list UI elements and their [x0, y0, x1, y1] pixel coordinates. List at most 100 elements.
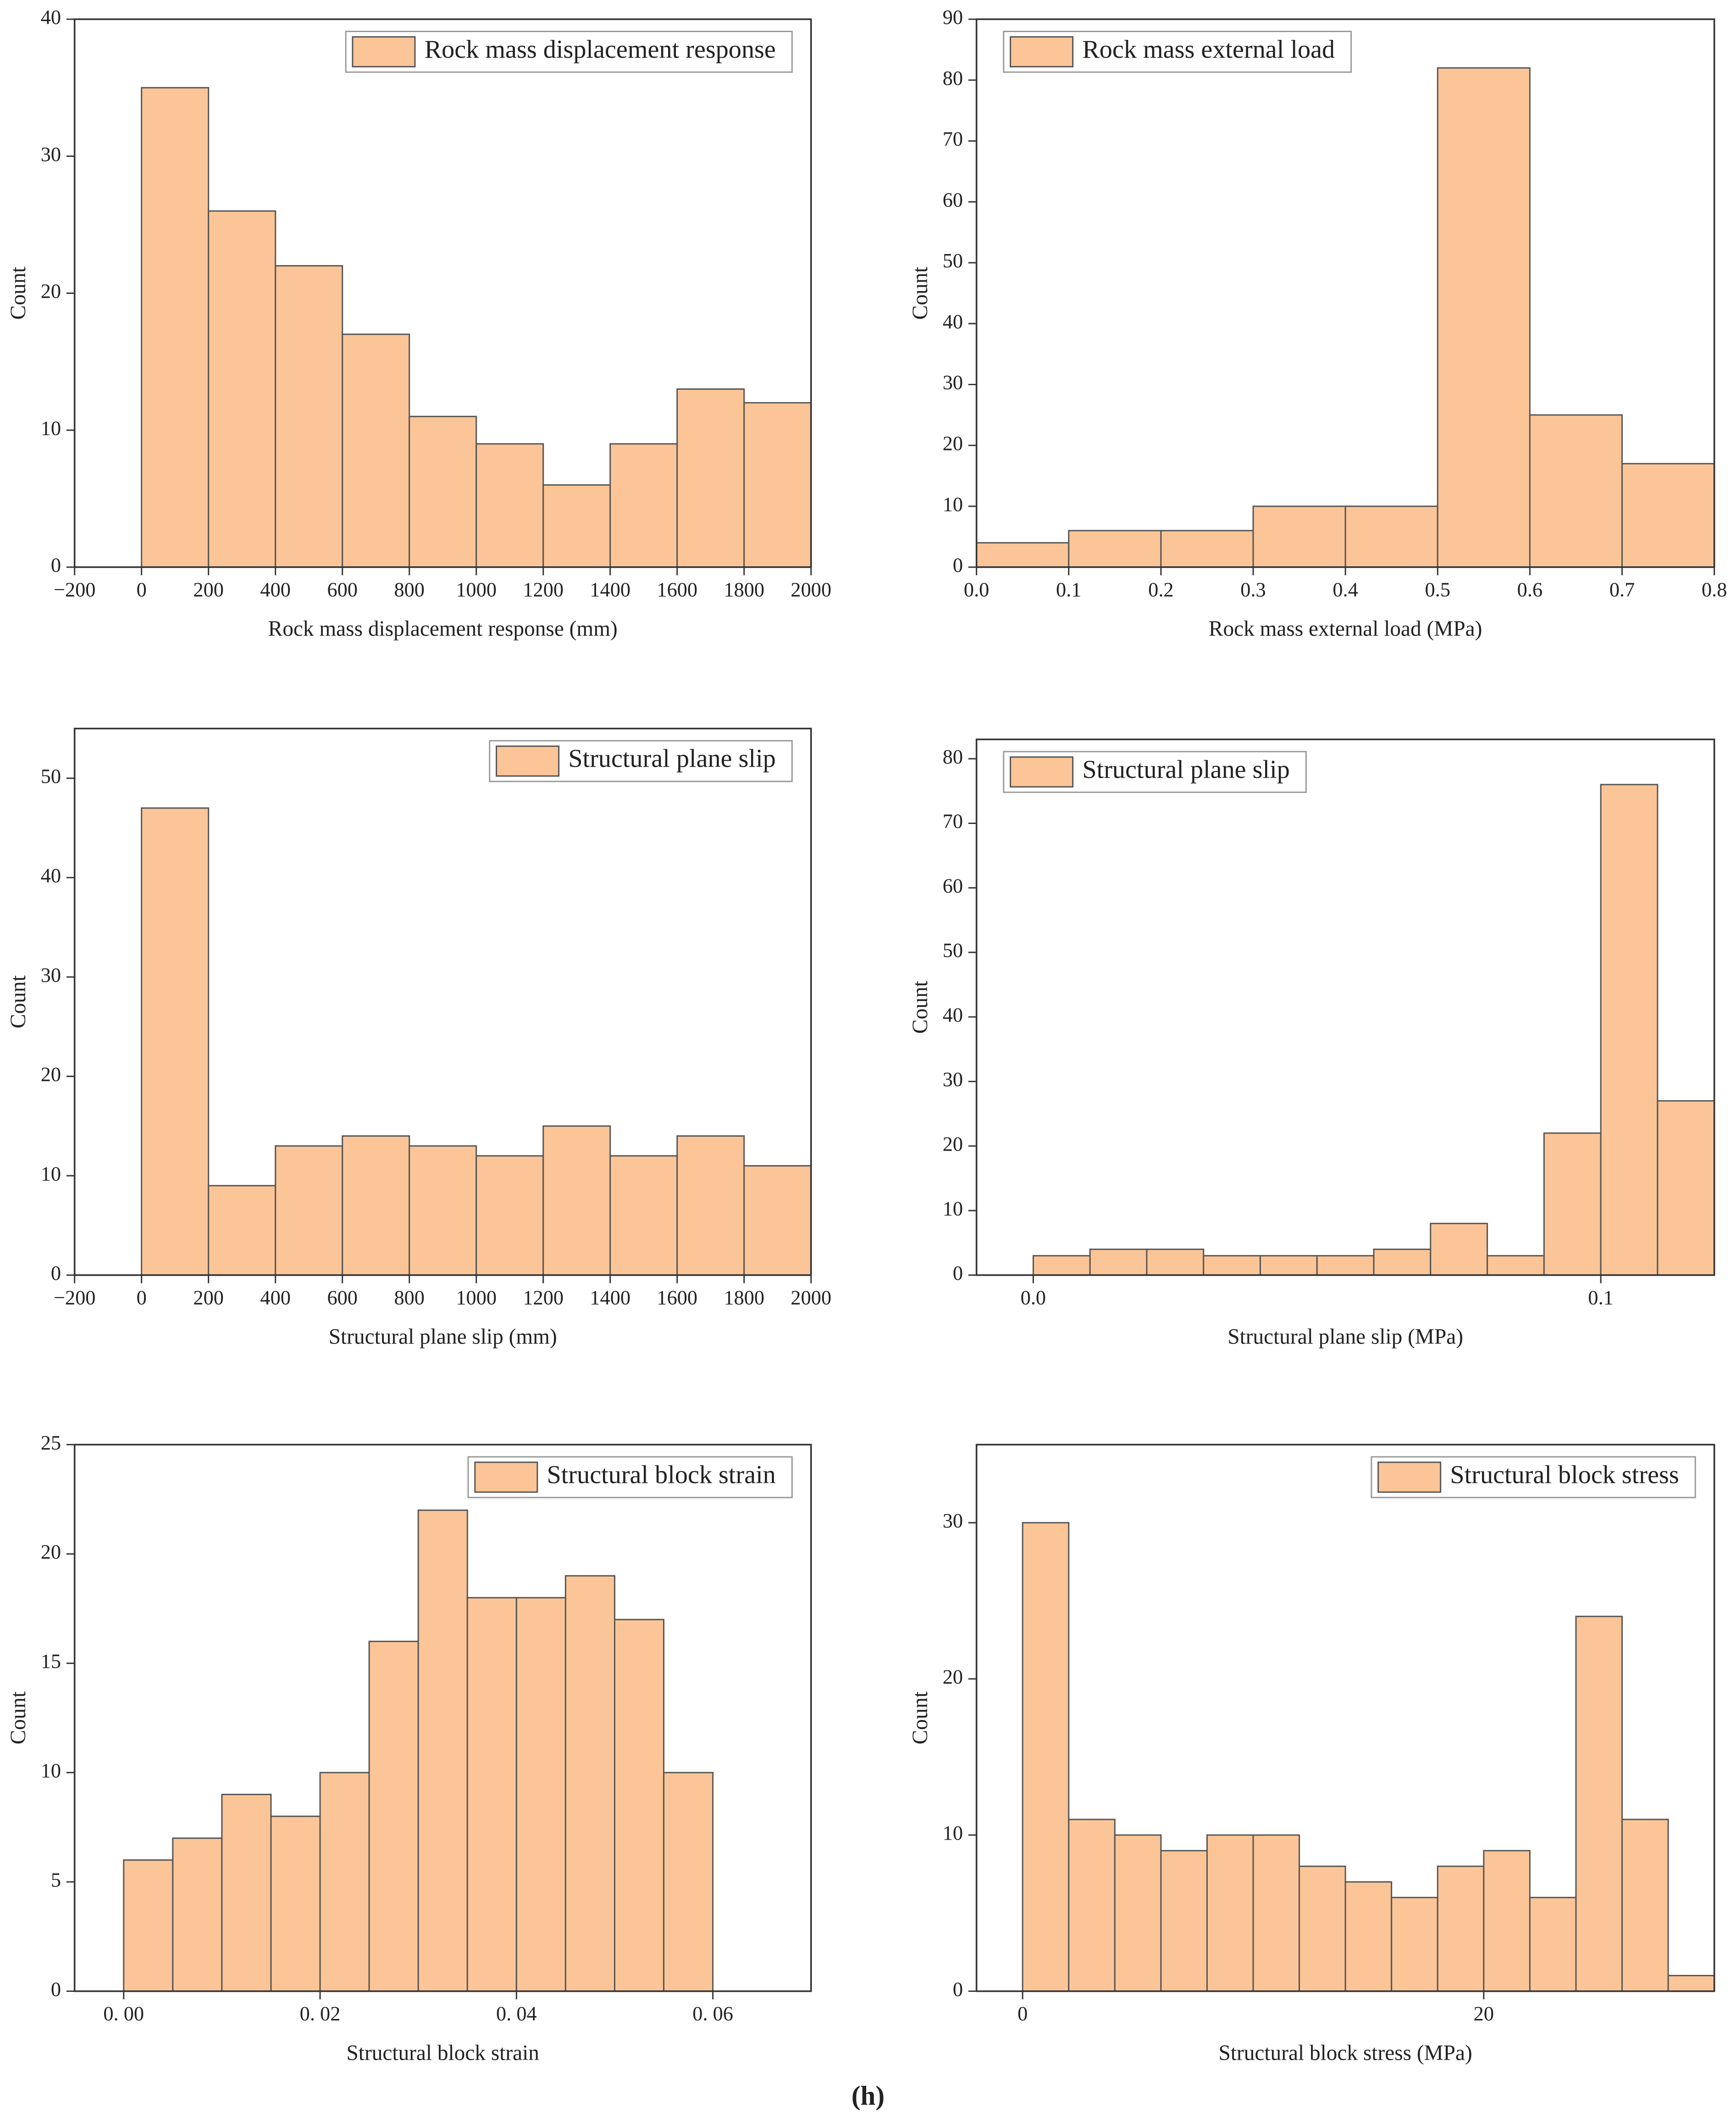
x-tick-label: 0.0 — [964, 578, 989, 601]
x-tick-label: 0. 00 — [103, 2002, 144, 2025]
bar — [319, 1772, 370, 1992]
bar — [1022, 1522, 1070, 1992]
x-tick-label: 0.4 — [1332, 578, 1358, 601]
bar — [141, 87, 210, 568]
legend-label: Structural block strain — [547, 1460, 776, 1489]
bar — [417, 1509, 468, 1992]
x-axis-label: Structural plane slip (mm) — [329, 1325, 557, 1349]
y-tick-label: 40 — [41, 6, 61, 28]
x-tick-label: 0.5 — [1425, 578, 1450, 601]
bar — [1206, 1834, 1254, 1992]
y-tick-label: 0 — [953, 553, 963, 576]
y-axis-label: Count — [908, 981, 932, 1034]
x-tick-label: 20 — [1474, 2002, 1494, 2025]
x-tick-label: 800 — [394, 1286, 425, 1309]
legend-swatch — [1010, 756, 1074, 788]
x-tick-label: 0.7 — [1609, 578, 1635, 601]
bar — [1437, 1865, 1485, 1992]
bar — [475, 443, 544, 568]
legend-label: Rock mass external load — [1082, 35, 1335, 64]
bar — [1667, 1975, 1715, 1992]
y-tick-label: 50 — [943, 939, 963, 962]
x-tick-label: 0 — [137, 1286, 147, 1309]
bar — [1068, 1819, 1116, 1992]
x-tick-label: −200 — [54, 578, 96, 601]
legend: Structural plane slip — [489, 740, 793, 782]
y-tick-label: 20 — [943, 432, 963, 455]
bar — [976, 542, 1070, 568]
legend: Rock mass external load — [1003, 31, 1352, 73]
x-tick-label: 0 — [137, 578, 147, 601]
bar — [466, 1597, 517, 1992]
y-tick-label: 5 — [51, 1868, 61, 1891]
x-tick-label: 1000 — [456, 578, 497, 601]
bar — [409, 415, 477, 568]
bar — [1391, 1896, 1438, 1992]
bar — [221, 1793, 272, 1992]
plot-frame — [975, 738, 1715, 1276]
bar — [743, 1165, 812, 1276]
x-tick-label: 800 — [394, 578, 425, 601]
y-tick-label: 80 — [943, 66, 963, 89]
bar — [743, 402, 812, 568]
x-tick-label: 0.0 — [1021, 1286, 1046, 1309]
x-tick-label: 1400 — [590, 1286, 630, 1309]
bar — [1529, 414, 1623, 568]
y-tick-label: 0 — [51, 553, 61, 576]
bar — [1487, 1255, 1545, 1276]
bar — [676, 388, 745, 568]
x-tick-label: 1600 — [657, 578, 697, 601]
bar — [663, 1772, 714, 1992]
y-axis-label: Count — [6, 267, 30, 320]
x-tick-label: 0.6 — [1517, 578, 1542, 601]
x-tick-label: 1200 — [523, 578, 564, 601]
bar — [1373, 1249, 1432, 1276]
bar — [1068, 530, 1162, 568]
x-tick-label: 1800 — [724, 1286, 764, 1309]
bar — [275, 1145, 343, 1276]
y-tick-label: 60 — [943, 188, 963, 211]
bar — [676, 1135, 745, 1276]
bar — [1543, 1132, 1602, 1276]
y-tick-label: 30 — [41, 143, 61, 166]
y-tick-label: 20 — [41, 1063, 61, 1086]
legend: Structural block stress — [1371, 1456, 1696, 1498]
y-tick-label: 0 — [51, 1978, 61, 2001]
legend-swatch — [352, 36, 416, 67]
x-tick-label: 2000 — [791, 578, 831, 601]
x-tick-label: 1800 — [724, 578, 764, 601]
y-tick-label: 50 — [943, 249, 963, 272]
bar — [1437, 67, 1531, 568]
y-tick-label: 80 — [943, 745, 963, 768]
y-tick-label: 30 — [943, 1068, 963, 1091]
bar — [208, 1185, 276, 1276]
x-tick-label: 1200 — [523, 1286, 564, 1309]
bar — [141, 807, 210, 1276]
legend-swatch — [1010, 36, 1074, 67]
y-axis-label: Count — [6, 975, 30, 1028]
x-tick-label: 200 — [193, 1286, 224, 1309]
x-tick-label: 0.2 — [1148, 578, 1173, 601]
x-axis-label: Rock mass external load (MPa) — [1209, 617, 1482, 641]
x-tick-label: 0.1 — [1588, 1286, 1613, 1309]
bar — [1146, 1249, 1205, 1276]
legend-label: Structural plane slip — [1082, 755, 1290, 784]
bar — [542, 484, 611, 568]
bar — [342, 333, 410, 568]
plot-frame — [73, 728, 812, 1276]
legend-swatch — [496, 745, 560, 777]
bar — [1160, 1850, 1208, 1992]
bar — [1600, 784, 1659, 1276]
x-axis-label: Structural plane slip (MPa) — [1227, 1325, 1463, 1349]
legend-swatch — [474, 1461, 538, 1493]
bar — [368, 1641, 419, 1992]
bar — [542, 1125, 611, 1276]
legend: Structural block strain — [467, 1456, 793, 1498]
bar — [123, 1859, 174, 1992]
y-tick-label: 60 — [943, 874, 963, 897]
y-tick-label: 30 — [41, 963, 61, 986]
y-tick-label: 70 — [943, 810, 963, 833]
